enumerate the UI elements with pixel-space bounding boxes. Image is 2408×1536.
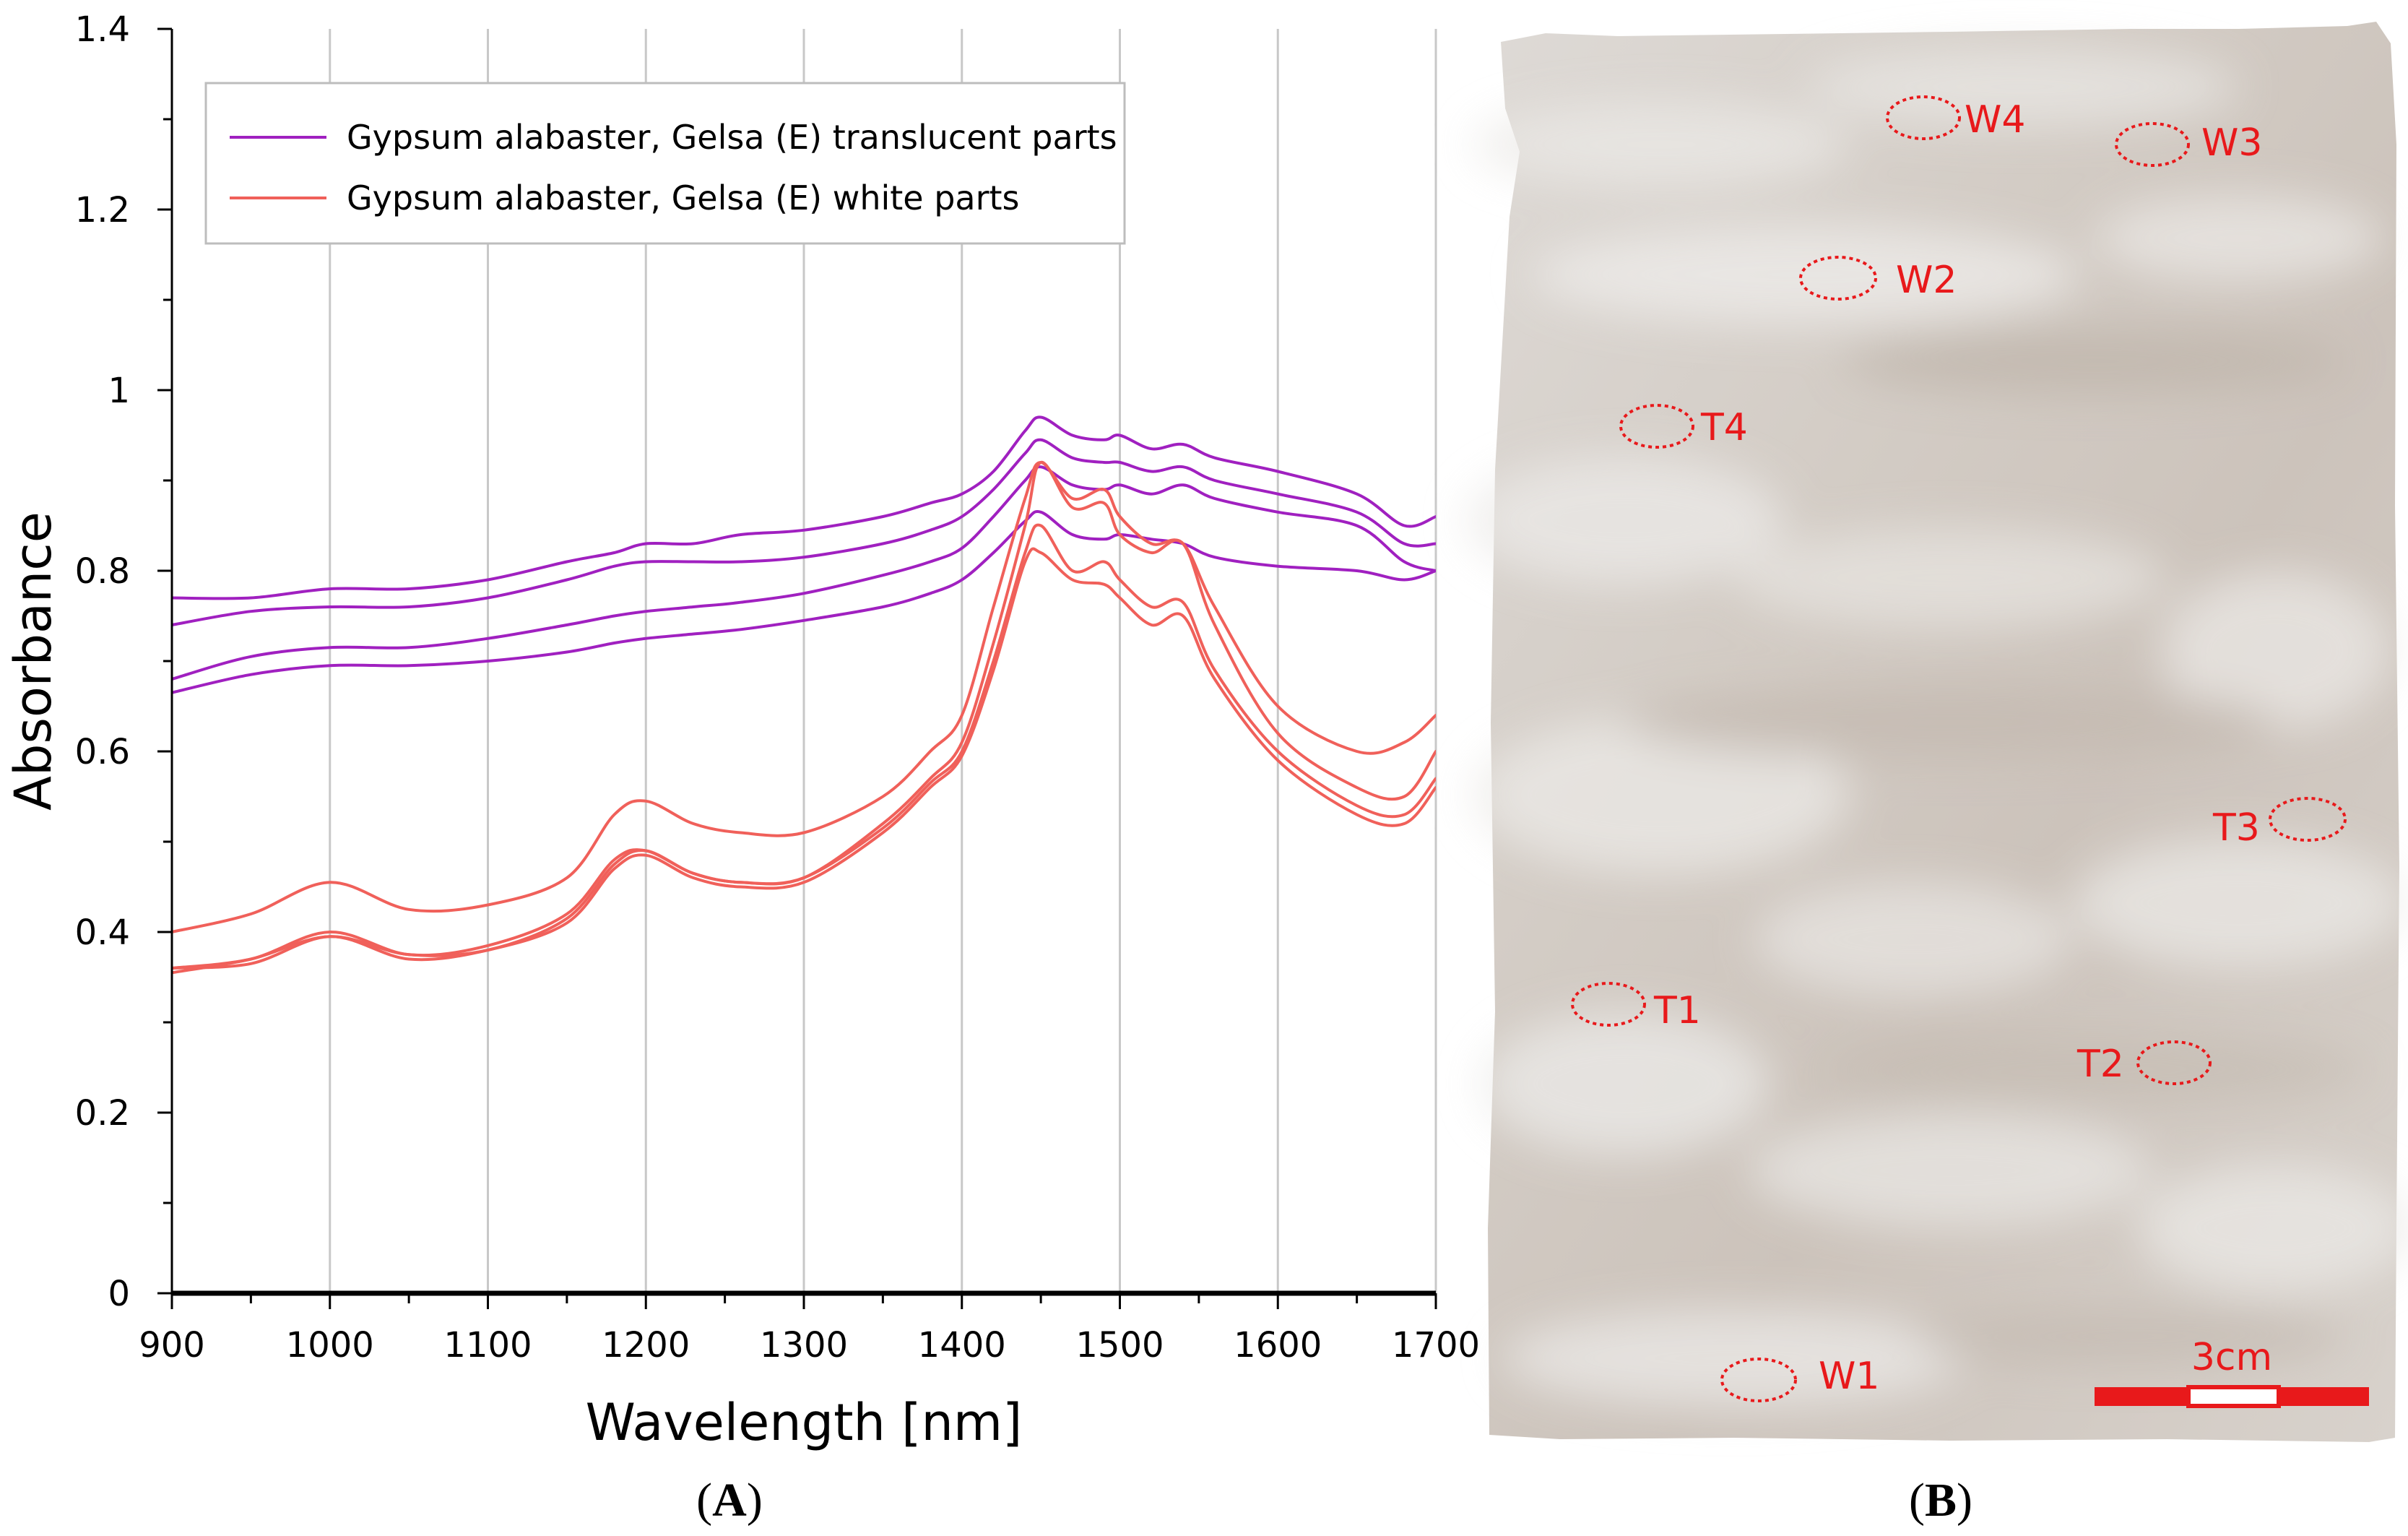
marker-label: W1 — [1819, 1355, 1880, 1398]
marker-label: W4 — [1965, 98, 2026, 142]
series-line-white-8 — [172, 547, 1436, 970]
stone-texture — [1466, 47, 2408, 1409]
x-tick-label: 1400 — [918, 1325, 1006, 1365]
series-line-translucent-3 — [172, 465, 1436, 681]
x-tick-labels: 900 1000 1100 1200 1300 1400 1500 1600 1700 — [139, 1325, 1480, 1365]
marker-label: W3 — [2201, 121, 2263, 165]
x-tick-label: 1100 — [443, 1325, 532, 1365]
marker-w2: W2 — [1799, 256, 1957, 302]
marker-ellipse — [2115, 122, 2190, 167]
marker-label: T1 — [1653, 989, 1701, 1032]
marker-label: T3 — [2212, 806, 2260, 850]
y-tick-label: 0.8 — [75, 551, 130, 592]
x-tick-label: 900 — [139, 1325, 205, 1365]
marker-ellipse — [1886, 95, 1961, 140]
series-line-translucent-4 — [172, 510, 1436, 694]
x-tick-label: 1700 — [1392, 1325, 1480, 1365]
marker-w1: W1 — [1720, 1355, 1880, 1402]
series-line-translucent-1 — [172, 415, 1436, 600]
x-tick-label: 1500 — [1075, 1325, 1164, 1365]
panel-label-b: (B) — [1909, 1474, 1972, 1527]
series-line-white-6 — [172, 461, 1436, 970]
y-tick-label: 0 — [108, 1274, 130, 1314]
x-tick-label: 1300 — [760, 1325, 848, 1365]
marker-ellipse — [1619, 404, 1694, 449]
y-tick-label: 0.6 — [75, 732, 130, 772]
marker-label: T4 — [1700, 406, 1748, 449]
marker-t2: T2 — [2076, 1040, 2212, 1086]
alabaster-sample-photo: W4 W3 W2 T4 T3 T1 — [1466, 22, 2408, 1527]
y-tick-label: 1.2 — [75, 190, 130, 230]
y-ticks — [157, 27, 172, 1295]
marker-label: W2 — [1896, 259, 1957, 302]
scale-bar: 3cm — [2095, 1336, 2369, 1408]
marker-t3: T3 — [2212, 797, 2347, 850]
marker-ellipse — [1571, 982, 1646, 1027]
marker-ellipse — [1799, 256, 1877, 301]
x-tick-label: 1600 — [1234, 1325, 1322, 1365]
marker-ellipse — [2269, 797, 2347, 842]
legend-label-white: Gypsum alabaster, Gelsa (E) white parts — [347, 178, 1020, 217]
y-tick-label: 1 — [108, 371, 130, 411]
marker-t4: T4 — [1619, 404, 1748, 449]
series-line-translucent-2 — [172, 438, 1436, 626]
legend-box — [204, 82, 1126, 245]
series-line-white-5 — [172, 461, 1436, 933]
legend-label-translucent: Gypsum alabaster, Gelsa (E) translucent … — [347, 118, 1117, 157]
y-tick-label: 0.4 — [75, 912, 130, 953]
marker-t1: T1 — [1571, 982, 1701, 1032]
marker-w3: W3 — [2115, 121, 2263, 167]
x-ticks — [170, 1293, 1437, 1309]
x-tick-label: 1200 — [602, 1325, 690, 1365]
sample-markers: W4 W3 W2 T4 T3 T1 — [1571, 95, 2347, 1402]
marker-ellipse — [2136, 1040, 2212, 1085]
y-tick-labels: 0 0.2 0.4 0.6 0.8 1 1.2 1.4 — [75, 9, 130, 1314]
x-axis-title: Wavelength [nm] — [586, 1393, 1023, 1452]
marker-w4: W4 — [1886, 95, 2026, 142]
series-group — [172, 415, 1436, 975]
absorbance-chart: 900 1000 1100 1200 1300 1400 1500 1600 1700 0 0.2… — [4, 9, 1480, 1527]
y-tick-label: 1.4 — [75, 9, 130, 50]
panel-label-a: (A) — [696, 1474, 763, 1527]
y-tick-label: 0.2 — [75, 1093, 130, 1134]
scale-bar-left — [2095, 1387, 2188, 1406]
scale-bar-right — [2279, 1387, 2369, 1406]
y-axis-title: Absorbance — [4, 512, 63, 811]
x-tick-label: 1000 — [286, 1325, 374, 1365]
legend: Gypsum alabaster, Gelsa (E) translucent … — [204, 82, 1126, 245]
scale-bar-middle — [2186, 1385, 2281, 1408]
marker-ellipse — [1720, 1358, 1797, 1402]
marker-label: T2 — [2076, 1043, 2124, 1086]
scale-bar-label: 3cm — [2191, 1336, 2272, 1379]
